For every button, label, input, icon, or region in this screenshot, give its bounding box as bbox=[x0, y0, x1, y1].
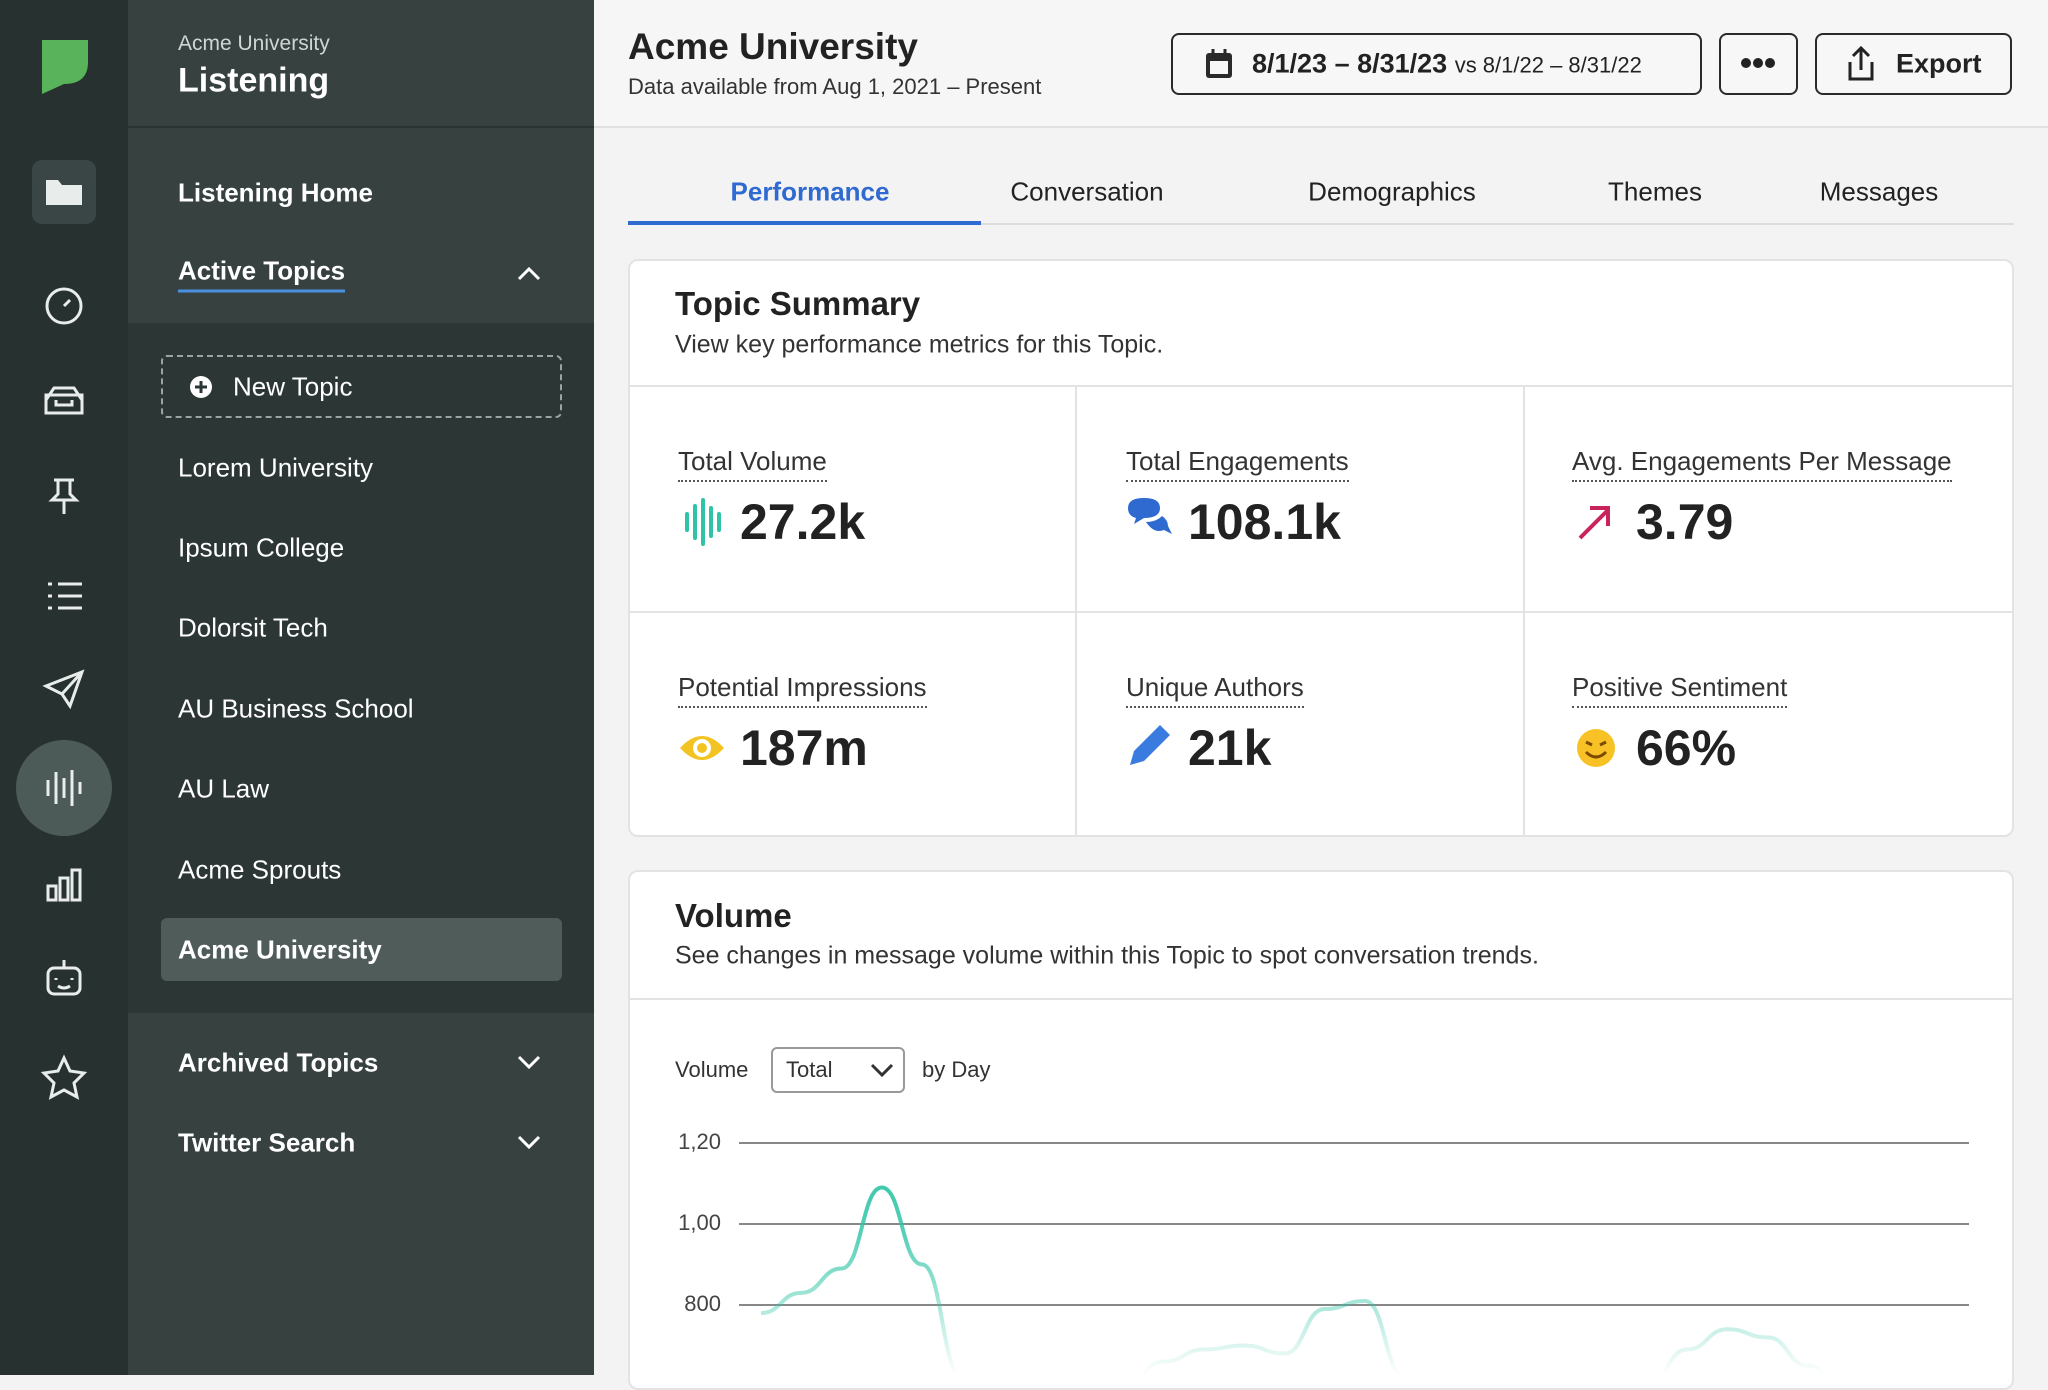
tab[interactable]: Themes bbox=[1608, 176, 1702, 207]
side-panel bbox=[128, 0, 594, 1375]
selected-topic-bg bbox=[161, 918, 562, 981]
side-header bbox=[128, 0, 594, 128]
topic-item[interactable]: Dolorsit Tech bbox=[178, 612, 328, 643]
metric-value: 187m bbox=[740, 720, 868, 776]
new-topic-button[interactable] bbox=[161, 355, 562, 418]
section-name: Listening bbox=[178, 61, 330, 100]
nav-twitter[interactable]: Twitter Search bbox=[178, 1127, 356, 1158]
chevron-up bbox=[517, 266, 541, 281]
tab[interactable]: Demographics bbox=[1308, 176, 1476, 207]
card-title: Topic Summary bbox=[675, 285, 921, 322]
metric-value: 27.2k bbox=[740, 494, 866, 550]
plus-icon bbox=[190, 376, 212, 398]
tab-bar-line bbox=[628, 223, 2014, 225]
chevrons-down bbox=[517, 1055, 541, 1150]
metric-value: 108.1k bbox=[1188, 494, 1341, 550]
new-topic-label: New Topic bbox=[233, 371, 353, 402]
export-icon bbox=[1848, 46, 1874, 81]
nav-active-topics[interactable]: Active Topics bbox=[178, 256, 346, 293]
compare-range: vs 8/1/22 – 8/31/22 bbox=[1454, 52, 1642, 78]
y-tick-label: 800 bbox=[684, 1291, 721, 1316]
tab[interactable]: Conversation bbox=[1010, 176, 1164, 207]
dropdown-value: Total bbox=[786, 1057, 833, 1082]
metric-label: Avg. Engagements Per Message bbox=[1572, 446, 1952, 482]
tab-underline bbox=[628, 221, 981, 225]
topics-region bbox=[128, 323, 594, 1013]
volume-dropdown[interactable] bbox=[771, 1047, 905, 1093]
rail-icons bbox=[16, 40, 112, 1100]
topic-item[interactable]: Acme University bbox=[178, 934, 382, 965]
topic-item[interactable]: AU Law bbox=[178, 773, 270, 804]
metric-value: 66% bbox=[1636, 720, 1737, 776]
tab[interactable]: Performance bbox=[730, 176, 890, 207]
calendar-icon bbox=[1206, 49, 1232, 78]
icon-rail bbox=[0, 0, 128, 1375]
metric-label: Positive Sentiment bbox=[1572, 672, 1788, 708]
metric-label: Unique Authors bbox=[1126, 672, 1304, 708]
page-subtitle: Data available from Aug 1, 2021 – Presen… bbox=[628, 74, 1042, 99]
volume-line bbox=[760, 1185, 1827, 1375]
y-tick-label: 1,00 bbox=[678, 1210, 721, 1235]
tab[interactable]: Messages bbox=[1819, 176, 1939, 207]
metric-value: 3.79 bbox=[1636, 494, 1734, 550]
dropdown-chevron bbox=[870, 1063, 894, 1078]
metric-label: Total Engagements bbox=[1126, 446, 1349, 482]
volume-card bbox=[628, 870, 2014, 1390]
export-label: Export bbox=[1896, 48, 1982, 79]
date-range: 8/1/23 – 8/31/23 bbox=[1252, 48, 1448, 79]
topic-item[interactable]: Ipsum College bbox=[178, 532, 345, 563]
topic-item[interactable]: Acme Sprouts bbox=[178, 854, 342, 885]
card-subtitle: View key performance metrics for this To… bbox=[675, 330, 1164, 359]
summary-card bbox=[628, 259, 2014, 837]
more-icon bbox=[1741, 58, 1775, 68]
metric-value: 21k bbox=[1188, 720, 1272, 776]
org-name: Acme University bbox=[178, 32, 330, 55]
nav-home[interactable]: Listening Home bbox=[178, 177, 374, 208]
y-tick-label: 1,20 bbox=[678, 1129, 721, 1154]
volume-title: Volume bbox=[675, 897, 792, 934]
date-button[interactable] bbox=[1171, 33, 1702, 95]
topic-item[interactable]: Lorem University bbox=[178, 452, 374, 483]
export-button[interactable] bbox=[1815, 33, 2012, 95]
volume-period: by Day bbox=[922, 1057, 991, 1082]
topic-item[interactable]: AU Business School bbox=[178, 693, 414, 724]
nav-archived[interactable]: Archived Topics bbox=[178, 1047, 379, 1078]
volume-metric-label: Volume bbox=[675, 1057, 749, 1082]
metric-label: Total Volume bbox=[678, 446, 827, 482]
metric-label: Potential Impressions bbox=[678, 672, 927, 708]
page-title: Acme University bbox=[628, 26, 918, 67]
volume-subtitle: See changes in message volume within thi… bbox=[675, 941, 1539, 970]
